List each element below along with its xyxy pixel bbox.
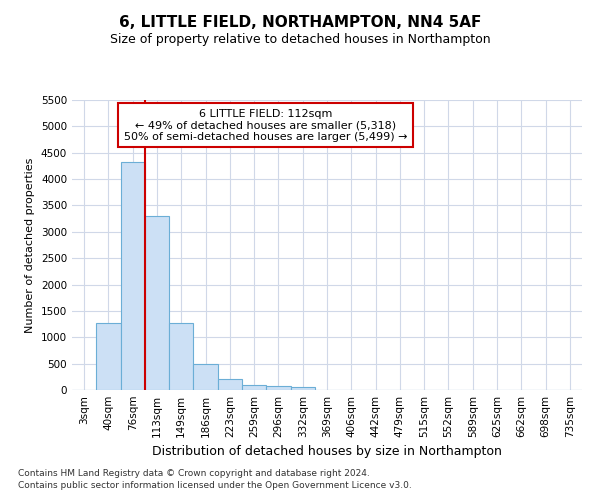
Bar bbox=[121, 162, 145, 390]
Bar bbox=[193, 364, 218, 390]
Bar bbox=[96, 323, 121, 390]
Bar bbox=[242, 386, 266, 390]
X-axis label: Distribution of detached houses by size in Northampton: Distribution of detached houses by size … bbox=[152, 446, 502, 458]
Y-axis label: Number of detached properties: Number of detached properties bbox=[25, 158, 35, 332]
Text: 6, LITTLE FIELD, NORTHAMPTON, NN4 5AF: 6, LITTLE FIELD, NORTHAMPTON, NN4 5AF bbox=[119, 15, 481, 30]
Text: 6 LITTLE FIELD: 112sqm
← 49% of detached houses are smaller (5,318)
50% of semi-: 6 LITTLE FIELD: 112sqm ← 49% of detached… bbox=[124, 108, 407, 142]
Text: Contains HM Land Registry data © Crown copyright and database right 2024.: Contains HM Land Registry data © Crown c… bbox=[18, 468, 370, 477]
Bar bbox=[290, 387, 315, 390]
Bar bbox=[266, 386, 290, 390]
Text: Contains public sector information licensed under the Open Government Licence v3: Contains public sector information licen… bbox=[18, 481, 412, 490]
Text: Size of property relative to detached houses in Northampton: Size of property relative to detached ho… bbox=[110, 32, 490, 46]
Bar bbox=[218, 378, 242, 390]
Bar bbox=[169, 322, 193, 390]
Bar bbox=[145, 216, 169, 390]
